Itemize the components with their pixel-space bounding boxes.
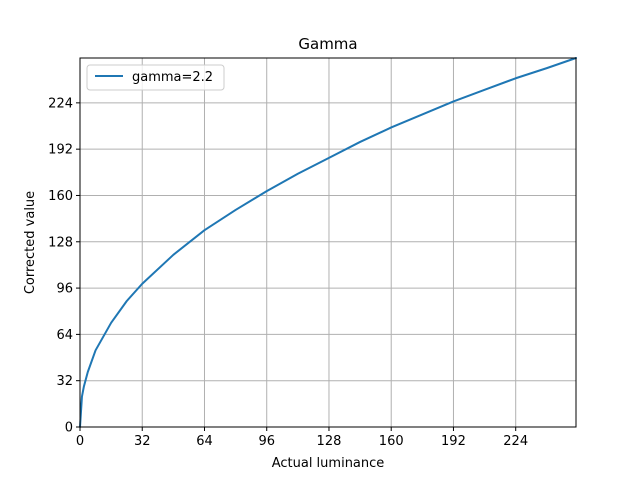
x-tick-label: 192 <box>441 434 466 449</box>
series-line <box>79 57 577 428</box>
series-layer <box>79 57 577 428</box>
x-tick-label: 32 <box>134 434 151 449</box>
x-axis-label: Actual luminance <box>272 456 385 471</box>
legend: gamma=2.2 <box>86 64 225 91</box>
x-tick-label: 64 <box>196 434 213 449</box>
x-tick-label: 160 <box>379 434 404 449</box>
grid <box>79 58 576 428</box>
y-tick-label: 160 <box>48 189 73 204</box>
x-tick-label: 0 <box>76 434 84 449</box>
x-tick-label: 128 <box>317 434 342 449</box>
y-tick-label: 192 <box>48 143 73 158</box>
chart-title: Gamma <box>298 35 357 53</box>
y-tick-label: 64 <box>56 328 73 343</box>
y-tick-label: 32 <box>56 374 73 389</box>
x-tick-label: 224 <box>503 434 528 449</box>
y-axis: 0 32 64 96 128 160 192 224 <box>48 96 80 436</box>
legend-label: gamma=2.2 <box>132 70 213 85</box>
y-axis-label: Corrected value <box>23 191 38 294</box>
legend-box <box>86 64 225 91</box>
x-tick-label: 96 <box>258 434 275 449</box>
y-tick-label: 96 <box>56 282 73 297</box>
y-tick-label: 128 <box>48 235 73 250</box>
x-axis: 0 32 64 96 128 160 192 224 <box>76 427 528 449</box>
y-tick-label: 224 <box>48 96 73 111</box>
y-tick-label: 0 <box>65 421 73 436</box>
plot-frame <box>79 57 577 428</box>
